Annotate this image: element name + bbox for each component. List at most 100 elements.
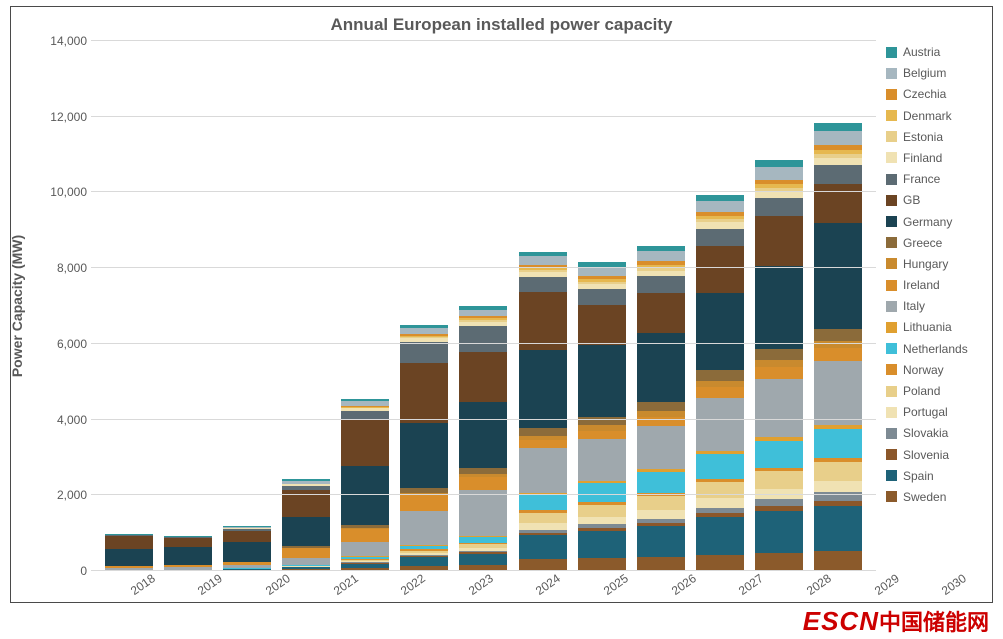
- y-axis-label: Power Capacity (MW): [9, 235, 25, 377]
- legend-swatch-icon: [886, 470, 897, 481]
- segment-greece: [637, 402, 685, 411]
- segment-spain: [755, 511, 803, 553]
- segment-portugal: [578, 517, 626, 525]
- segment-ireland: [814, 348, 862, 360]
- legend-item-finland: Finland: [886, 151, 988, 165]
- segment-gb: [814, 184, 862, 223]
- x-tick-label: 2018: [110, 571, 169, 626]
- legend-swatch-icon: [886, 343, 897, 354]
- y-tick-label: 0: [37, 564, 87, 578]
- bar-stack: [696, 195, 744, 572]
- segment-slovakia: [755, 499, 803, 506]
- bar-stack: [519, 252, 567, 571]
- bar-stack: [341, 399, 389, 571]
- segment-ireland: [459, 477, 507, 490]
- segment-netherlands: [814, 429, 862, 458]
- legend-swatch-icon: [886, 152, 897, 163]
- segment-sweden: [696, 555, 744, 571]
- legend-item-austria: Austria: [886, 45, 988, 59]
- grid-line: [91, 267, 876, 268]
- segment-ireland: [696, 387, 744, 398]
- bar-2022: [341, 399, 389, 571]
- plot-area: [91, 41, 876, 571]
- legend-swatch-icon: [886, 131, 897, 142]
- segment-gb: [105, 536, 153, 549]
- legend: AustriaBelgiumCzechiaDenmarkEstoniaFinla…: [882, 41, 992, 571]
- bar-stack: [282, 479, 330, 571]
- segment-ireland: [578, 431, 626, 439]
- legend-item-poland: Poland: [886, 384, 988, 398]
- grid-line: [91, 494, 876, 495]
- x-tick-label: 2026: [651, 571, 710, 626]
- legend-item-czechia: Czechia: [886, 87, 988, 101]
- segment-ireland: [400, 495, 448, 510]
- grid-line: [91, 191, 876, 192]
- segment-gb: [459, 352, 507, 401]
- segment-france: [400, 342, 448, 363]
- legend-item-netherlands: Netherlands: [886, 342, 988, 356]
- legend-item-greece: Greece: [886, 236, 988, 250]
- segment-italy: [814, 361, 862, 425]
- legend-label: Spain: [903, 469, 934, 483]
- segment-belgium: [519, 256, 567, 264]
- segment-portugal: [696, 498, 744, 508]
- segment-germany: [400, 423, 448, 487]
- segment-spain: [814, 506, 862, 551]
- legend-swatch-icon: [886, 301, 897, 312]
- legend-swatch-icon: [886, 110, 897, 121]
- segment-ireland: [341, 529, 389, 541]
- plot-row: Power Capacity (MW) 02,0004,0006,0008,00…: [11, 41, 992, 571]
- segment-italy: [696, 398, 744, 451]
- legend-label: Slovenia: [903, 448, 949, 462]
- segment-spain: [637, 526, 685, 557]
- bar-2020: [223, 526, 271, 571]
- segment-italy: [400, 511, 448, 545]
- legend-swatch-icon: [886, 407, 897, 418]
- legend-swatch-icon: [886, 174, 897, 185]
- x-tick-label: 2027: [719, 571, 778, 626]
- segment-spain: [519, 535, 567, 559]
- segment-netherlands: [755, 441, 803, 468]
- segment-poland: [519, 513, 567, 524]
- legend-swatch-icon: [886, 322, 897, 333]
- segment-finland: [814, 158, 862, 165]
- segment-poland: [814, 462, 862, 481]
- segment-germany: [459, 402, 507, 468]
- grid-line: [91, 419, 876, 420]
- segment-italy: [519, 448, 567, 493]
- segment-sweden: [755, 553, 803, 571]
- bar-2028: [696, 195, 744, 572]
- legend-swatch-icon: [886, 68, 897, 79]
- legend-item-lithuania: Lithuania: [886, 320, 988, 334]
- segment-france: [519, 277, 567, 292]
- segment-germany: [164, 547, 212, 565]
- bar-stack: [105, 534, 153, 571]
- segment-netherlands: [519, 495, 567, 510]
- legend-swatch-icon: [886, 428, 897, 439]
- legend-swatch-icon: [886, 47, 897, 58]
- legend-item-germany: Germany: [886, 215, 988, 229]
- segment-ireland: [519, 440, 567, 448]
- segment-poland: [755, 471, 803, 488]
- legend-swatch-icon: [886, 364, 897, 375]
- segment-belgium: [814, 131, 862, 145]
- segment-italy: [282, 558, 330, 565]
- bar-stack: [400, 325, 448, 571]
- bar-2023: [400, 325, 448, 571]
- legend-label: GB: [903, 193, 920, 207]
- legend-swatch-icon: [886, 491, 897, 502]
- bar-stack: [164, 536, 212, 571]
- segment-gb: [164, 538, 212, 547]
- x-tick-label: 2020: [245, 571, 304, 626]
- bar-2026: [578, 262, 626, 571]
- legend-swatch-icon: [886, 237, 897, 248]
- segment-italy: [578, 439, 626, 481]
- legend-label: Norway: [903, 363, 944, 377]
- legend-label: Denmark: [903, 109, 952, 123]
- segment-germany: [814, 223, 862, 329]
- segment-belgium: [459, 310, 507, 317]
- segment-italy: [341, 542, 389, 556]
- bar-2021: [282, 479, 330, 571]
- segment-gb: [755, 216, 803, 265]
- legend-swatch-icon: [886, 449, 897, 460]
